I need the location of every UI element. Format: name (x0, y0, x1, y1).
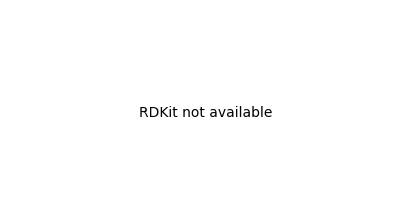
Text: RDKit not available: RDKit not available (139, 106, 272, 120)
